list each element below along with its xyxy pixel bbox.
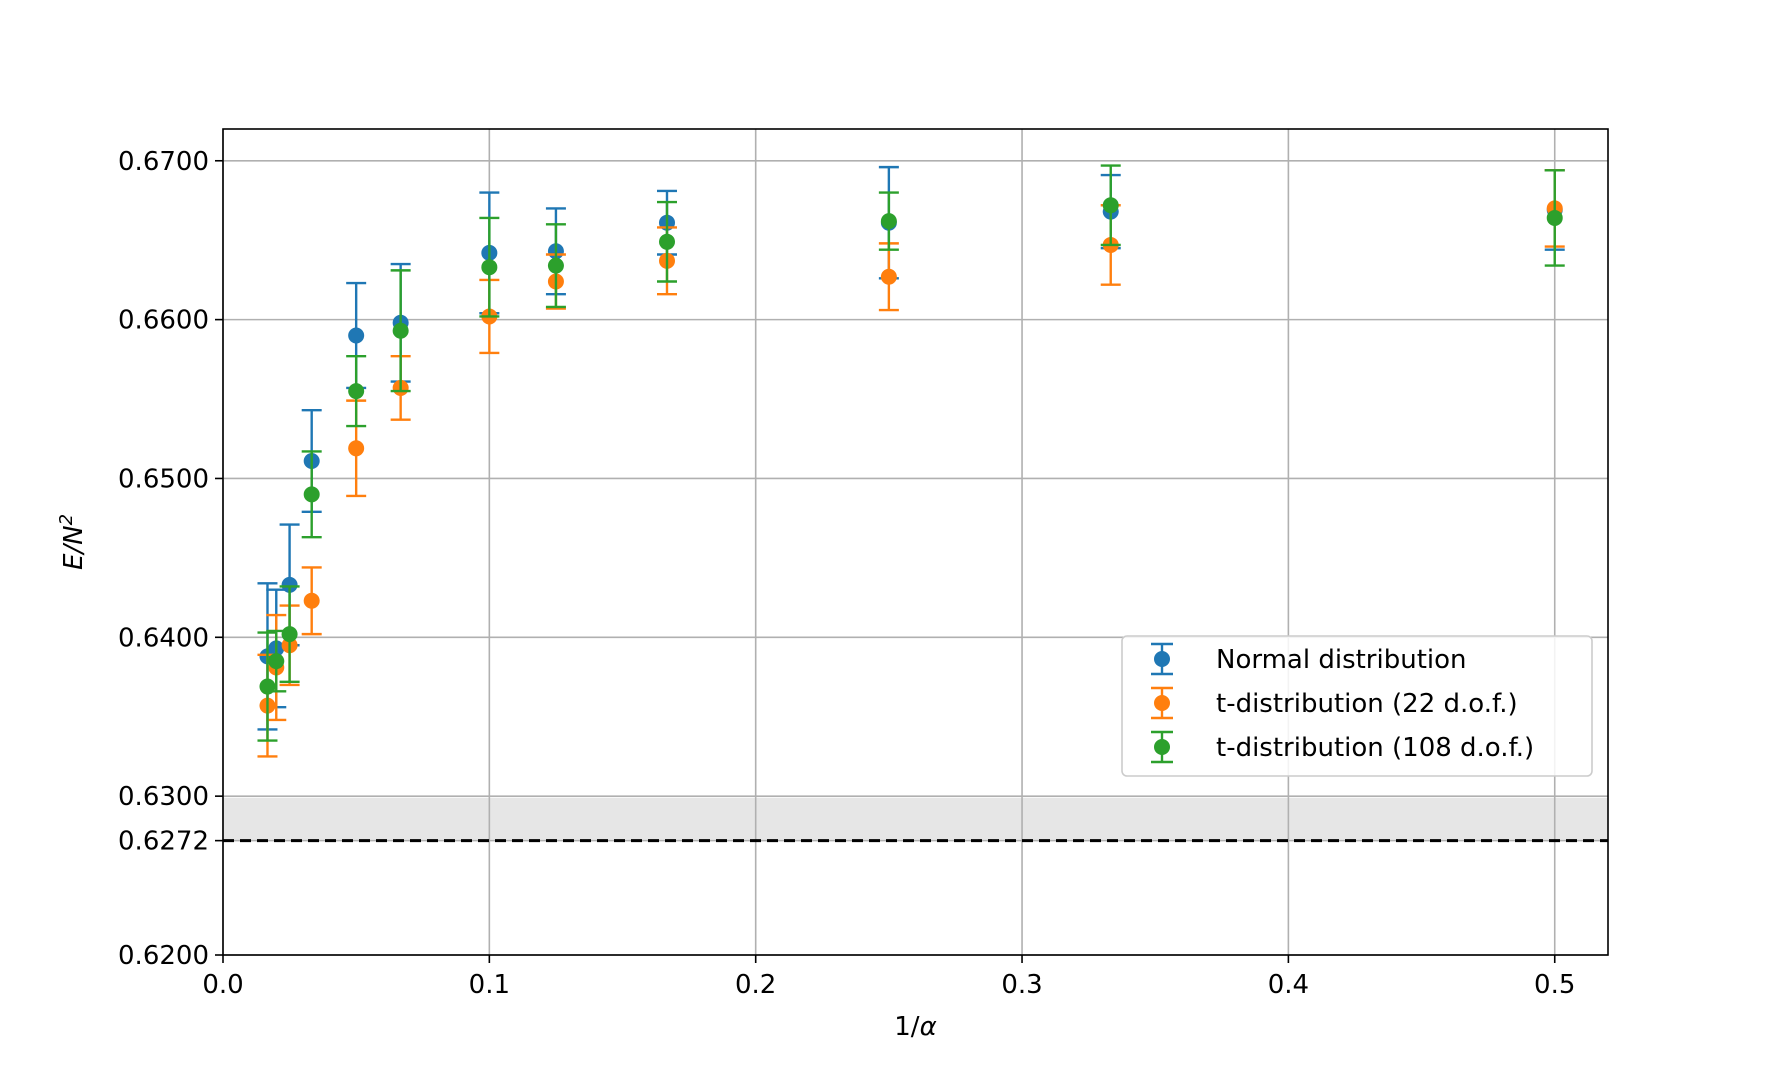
- x-tick-label-4: 0.4: [1268, 970, 1309, 1000]
- reference-band: [223, 797, 1608, 842]
- y-tick-label-5: 0.6600: [118, 306, 209, 336]
- x-tick-label-5: 0.5: [1534, 970, 1575, 1000]
- data-point-s3-3: [303, 486, 320, 503]
- legend-label-1: Normal distribution: [1216, 645, 1467, 675]
- y-tick-label-6: 0.6700: [118, 147, 209, 177]
- y-axis-label-main: E/N: [59, 525, 89, 570]
- y-axis-label-superscript: 2: [56, 514, 77, 525]
- x-axis-label: 1/α: [894, 1012, 936, 1042]
- data-point-s3-2: [281, 626, 298, 643]
- data-point-s3-5: [392, 322, 409, 339]
- data-point-s3-4: [348, 383, 365, 400]
- legend-entry-1: Normal distribution: [1151, 642, 1467, 676]
- y-tick-label-3: 0.6400: [118, 623, 209, 653]
- y-tick-label-0: 0.6200: [118, 941, 209, 971]
- legend-label-2: t-distribution (22 d.o.f.): [1216, 689, 1518, 719]
- tick-layer: 0.0 0.1 0.2 0.3 0.4 0.5 0.6200 0.6272 0.6300 0.64…: [118, 147, 1575, 1000]
- x-tick-label-2: 0.2: [735, 970, 776, 1000]
- x-tick-label-1: 0.1: [469, 970, 510, 1000]
- data-layer: [257, 164, 1565, 758]
- plot-frame: [222, 128, 1609, 956]
- legend-marker-1: [1154, 651, 1170, 667]
- data-point-s3-9: [880, 213, 897, 230]
- data-point-s3-6: [481, 259, 498, 276]
- x-axis-label-alpha: α: [920, 1012, 937, 1042]
- x-tick-label-3: 0.3: [1001, 970, 1042, 1000]
- data-point-s3-1: [268, 653, 285, 670]
- y-tick-label-1: 0.6272: [118, 827, 209, 857]
- y-tick-label-4: 0.6500: [118, 464, 209, 494]
- reference-band-layer: [223, 797, 1608, 842]
- legend-label-3: t-distribution (108 d.o.f.): [1216, 733, 1534, 763]
- data-point-s3-7: [547, 257, 564, 274]
- data-point-s1-2: [281, 576, 298, 593]
- data-point-s3-11: [1546, 209, 1563, 226]
- legend-box: [1121, 635, 1593, 777]
- data-point-s3-8: [658, 233, 675, 250]
- data-point-s2-9: [880, 268, 897, 285]
- x-tick-label-0: 0.0: [202, 970, 243, 1000]
- legend: Normal distribution t-distribution (22 d.…: [1121, 635, 1593, 777]
- legend-entry-3: t-distribution (108 d.o.f.): [1151, 730, 1534, 764]
- legend-marker-3: [1154, 739, 1170, 755]
- y-axis-label: E/N2: [56, 514, 90, 570]
- x-axis-label-one: 1/: [894, 1012, 920, 1042]
- legend-entry-2: t-distribution (22 d.o.f.): [1151, 686, 1518, 720]
- data-point-s1-4: [348, 327, 365, 344]
- series-3: [257, 164, 1565, 742]
- legend-marker-2: [1154, 695, 1170, 711]
- data-point-s3-10: [1102, 197, 1119, 214]
- data-point-s2-4: [348, 440, 365, 457]
- data-point-s2-3: [303, 592, 320, 609]
- y-tick-label-2: 0.6300: [118, 782, 209, 812]
